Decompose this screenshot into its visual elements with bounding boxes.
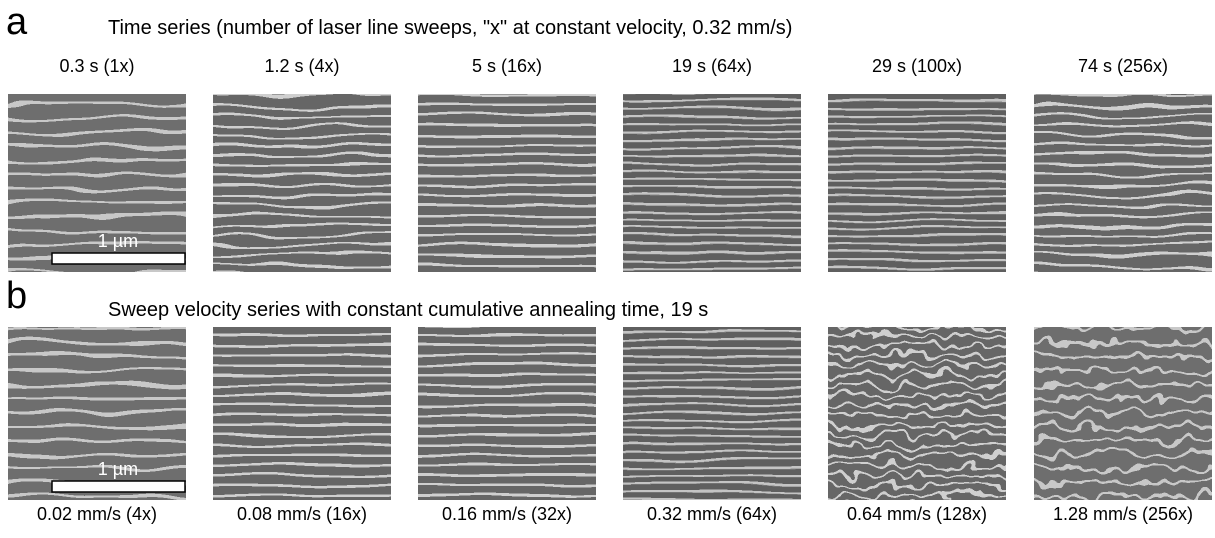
stripes: [1034, 94, 1212, 272]
sem-image: [8, 94, 186, 272]
panel-letter: b: [6, 275, 27, 317]
stripes: [213, 94, 391, 272]
image-label: 1.2 s (4x): [264, 56, 339, 76]
image-label: 0.16 mm/s (32x): [442, 504, 572, 524]
scale-bar: [51, 252, 186, 265]
stripes: [623, 327, 801, 500]
stripes: [828, 327, 1006, 500]
scale-bar-label: 1 µm: [98, 231, 138, 251]
sem-image: [1034, 327, 1212, 500]
scale-bar-label: 1 µm: [98, 459, 138, 479]
image-label: 0.02 mm/s (4x): [37, 504, 157, 524]
stripes: [418, 94, 596, 272]
image-label: 74 s (256x): [1078, 56, 1168, 76]
sem-image: [213, 94, 391, 272]
sem-image: [418, 94, 596, 272]
image-label: 19 s (64x): [672, 56, 752, 76]
image-label: 0.3 s (1x): [59, 56, 134, 76]
sem-image: [828, 94, 1006, 272]
image-label: 29 s (100x): [872, 56, 962, 76]
stripes: [418, 327, 596, 500]
stripes: [8, 94, 186, 272]
sem-image: [213, 327, 391, 500]
image-label: 0.08 mm/s (16x): [237, 504, 367, 524]
stripes: [623, 94, 801, 272]
sem-image: [1034, 94, 1212, 272]
stripes: [8, 327, 186, 500]
panel-letter: a: [6, 1, 28, 43]
stripes: [1034, 327, 1212, 500]
image-label: 0.32 mm/s (64x): [647, 504, 777, 524]
image-label: 1.28 mm/s (256x): [1053, 504, 1193, 524]
scale-bar: [51, 480, 186, 493]
image-label: 0.64 mm/s (128x): [847, 504, 987, 524]
sem-image: [623, 327, 801, 500]
panel-title: Time series (number of laser line sweeps…: [108, 17, 792, 39]
stripes: [213, 327, 391, 500]
image-label: 5 s (16x): [472, 56, 542, 76]
panel-title: Sweep velocity series with constant cumu…: [108, 299, 708, 321]
sem-image: [828, 327, 1006, 500]
sem-image: [623, 94, 801, 272]
sem-image: [418, 327, 596, 500]
stripes: [828, 94, 1006, 272]
sem-image: [8, 327, 186, 500]
